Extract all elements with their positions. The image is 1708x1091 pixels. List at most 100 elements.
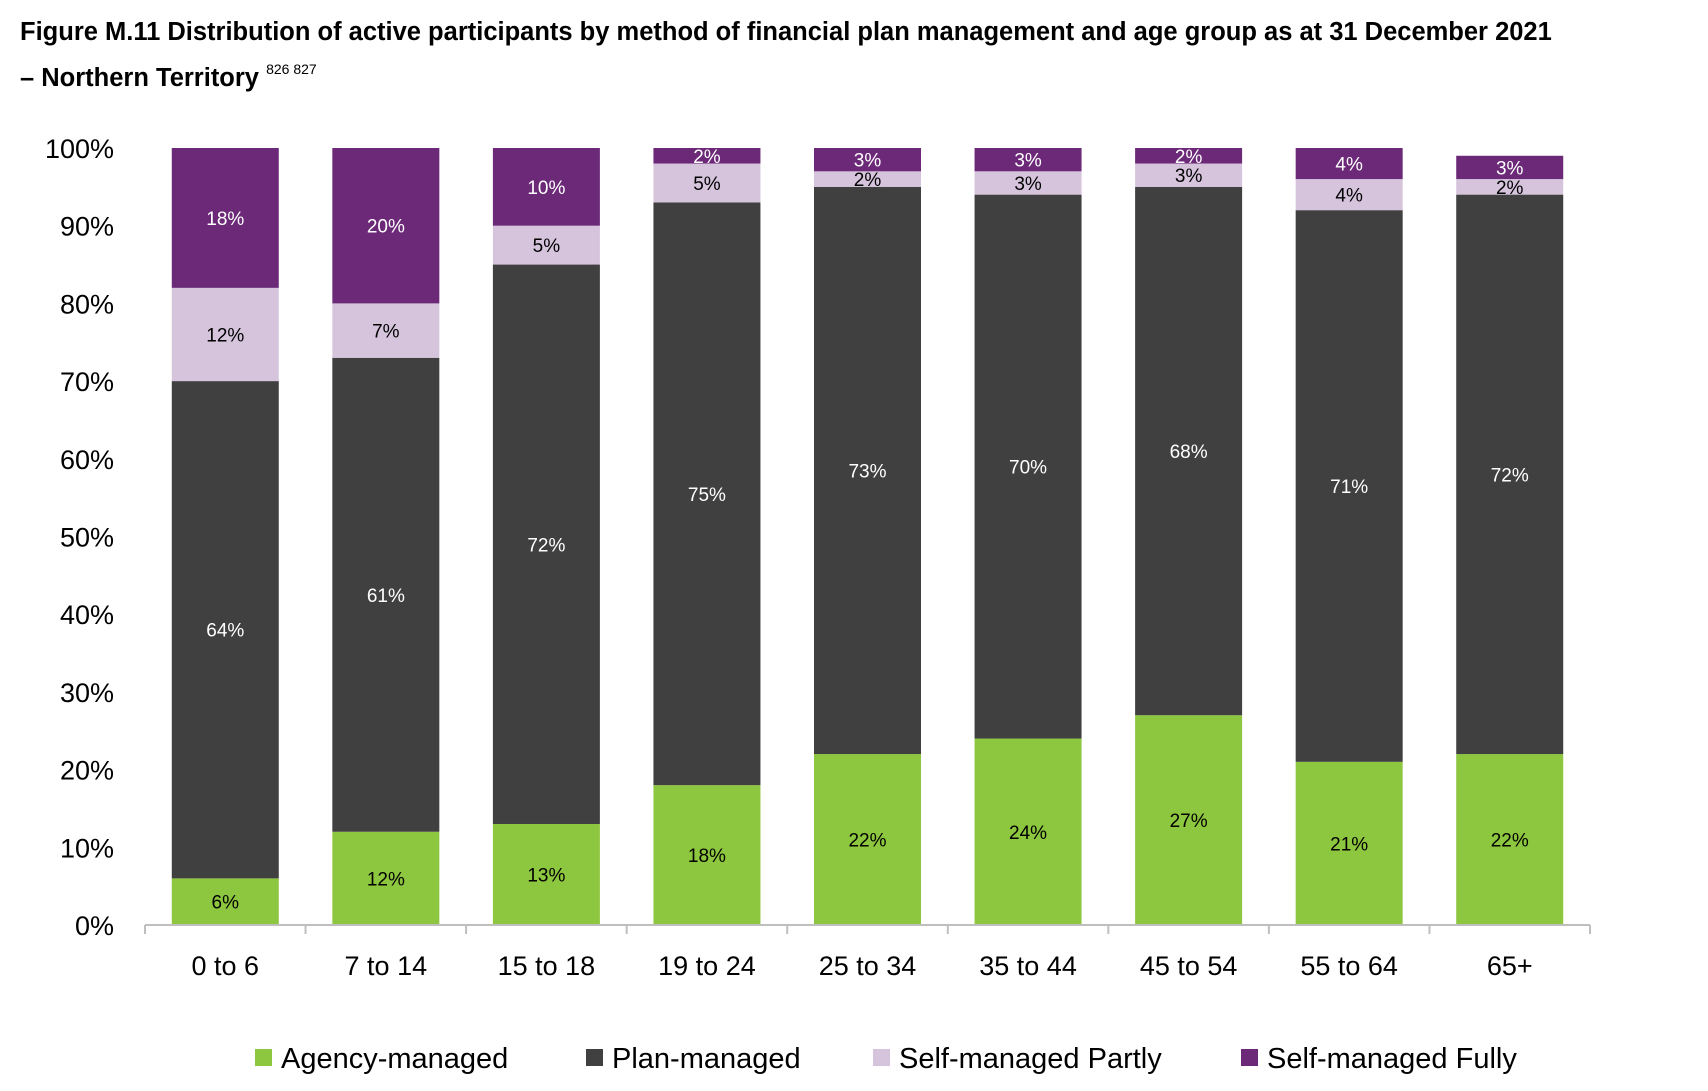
bar-segment	[171, 878, 279, 925]
bar-segment	[332, 148, 440, 304]
bar-segment	[814, 186, 921, 755]
bar-segment	[653, 163, 761, 203]
y-tick-label: 80%	[60, 289, 114, 319]
bar-segment	[1295, 148, 1403, 180]
data-label: 18%	[206, 209, 244, 230]
bar-segment	[171, 381, 279, 879]
figure-title-line2: – Northern Territory	[20, 64, 259, 92]
data-label: 3%	[1014, 151, 1042, 172]
data-label: 3%	[854, 151, 882, 172]
data-label: 2%	[1175, 147, 1203, 168]
bar-segment	[171, 287, 279, 382]
figure-footnote-refs: 826 827	[266, 61, 317, 77]
data-label: 24%	[1009, 823, 1047, 844]
data-label: 22%	[1491, 831, 1529, 852]
bar-segment	[653, 202, 761, 786]
data-label: 64%	[206, 621, 244, 642]
y-tick-label: 40%	[60, 600, 114, 630]
bar-segment	[974, 171, 1082, 195]
legend-swatch	[586, 1049, 603, 1066]
data-label: 2%	[1496, 178, 1524, 199]
x-tick-label: 45 to 54	[1140, 951, 1238, 981]
bar-segment	[492, 823, 600, 925]
bar-segment	[1456, 754, 1564, 925]
bar-segment	[1456, 179, 1564, 195]
bar-segment	[1135, 148, 1243, 164]
bar-segment	[974, 738, 1082, 925]
bar-segment	[332, 831, 440, 925]
x-tick-label: 15 to 18	[498, 951, 596, 981]
data-label: 5%	[693, 174, 721, 195]
data-label: 7%	[372, 322, 400, 343]
data-label: 18%	[688, 846, 726, 867]
x-tick-label: 7 to 14	[345, 951, 428, 981]
bar-segment	[492, 225, 600, 265]
bar-segment	[492, 264, 600, 824]
data-label: 10%	[527, 178, 565, 199]
y-tick-label: 70%	[60, 367, 114, 397]
data-label: 3%	[1496, 158, 1524, 179]
legend-label: Self-managed Fully	[1267, 1043, 1517, 1075]
bar-segment	[1295, 761, 1403, 925]
data-label: 12%	[206, 325, 244, 346]
data-label: 71%	[1330, 477, 1368, 498]
bar-segment	[814, 171, 921, 187]
bar-segment	[1456, 194, 1564, 755]
y-tick-label: 60%	[60, 445, 114, 475]
x-tick-label: 19 to 24	[658, 951, 756, 981]
data-label: 22%	[848, 831, 886, 852]
data-label: 20%	[367, 217, 405, 238]
data-label: 3%	[1175, 166, 1203, 187]
y-tick-label: 20%	[60, 756, 114, 786]
bar-segment	[1295, 179, 1403, 211]
data-label: 5%	[533, 236, 561, 257]
figure-title-line1: Figure M.11 Distribution of active parti…	[20, 18, 1552, 46]
bar-segment	[814, 754, 921, 925]
data-label: 2%	[854, 170, 882, 191]
legend-swatch	[1241, 1049, 1258, 1066]
data-label: 4%	[1335, 186, 1363, 207]
bar-segment	[492, 148, 600, 226]
x-tick-label: 25 to 34	[819, 951, 917, 981]
data-label: 68%	[1170, 442, 1208, 463]
data-label: 61%	[367, 586, 405, 607]
y-tick-label: 90%	[60, 212, 114, 242]
x-tick-label: 65+	[1487, 951, 1533, 981]
data-label: 75%	[688, 485, 726, 506]
data-label: 72%	[527, 535, 565, 556]
x-tick-label: 55 to 64	[1300, 951, 1398, 981]
bar-segment	[814, 148, 921, 172]
bar-segment	[974, 194, 1082, 739]
legend-label: Plan-managed	[612, 1043, 801, 1075]
x-tick-label: 35 to 44	[979, 951, 1077, 981]
bar-segment	[653, 785, 761, 925]
legend-swatch	[255, 1049, 272, 1066]
data-label: 4%	[1335, 155, 1363, 176]
data-label: 6%	[212, 893, 240, 914]
bar-segment	[1135, 186, 1243, 716]
legend-swatch	[873, 1049, 890, 1066]
bar-segment	[171, 148, 279, 288]
x-tick-label: 0 to 6	[191, 951, 259, 981]
data-label: 73%	[848, 461, 886, 482]
y-tick-label: 30%	[60, 678, 114, 708]
bar-segment	[1456, 155, 1564, 180]
y-tick-label: 10%	[60, 833, 114, 863]
data-label: 12%	[367, 869, 405, 890]
bar-segment	[653, 148, 761, 164]
bar-segment	[1135, 163, 1243, 187]
figure-title: Figure M.11 Distribution of active parti…	[20, 14, 1700, 97]
data-label: 70%	[1009, 458, 1047, 479]
bar-segment	[1135, 715, 1243, 925]
legend-label: Agency-managed	[281, 1043, 508, 1075]
data-label: 2%	[693, 147, 721, 168]
y-tick-label: 50%	[60, 523, 114, 553]
bar-segment	[332, 357, 440, 832]
legend-label: Self-managed Partly	[899, 1043, 1162, 1075]
data-label: 13%	[527, 865, 565, 886]
data-label: 3%	[1014, 174, 1042, 195]
bar-segment	[1295, 210, 1403, 762]
y-tick-label: 100%	[45, 134, 114, 164]
bar-segment	[332, 303, 440, 358]
